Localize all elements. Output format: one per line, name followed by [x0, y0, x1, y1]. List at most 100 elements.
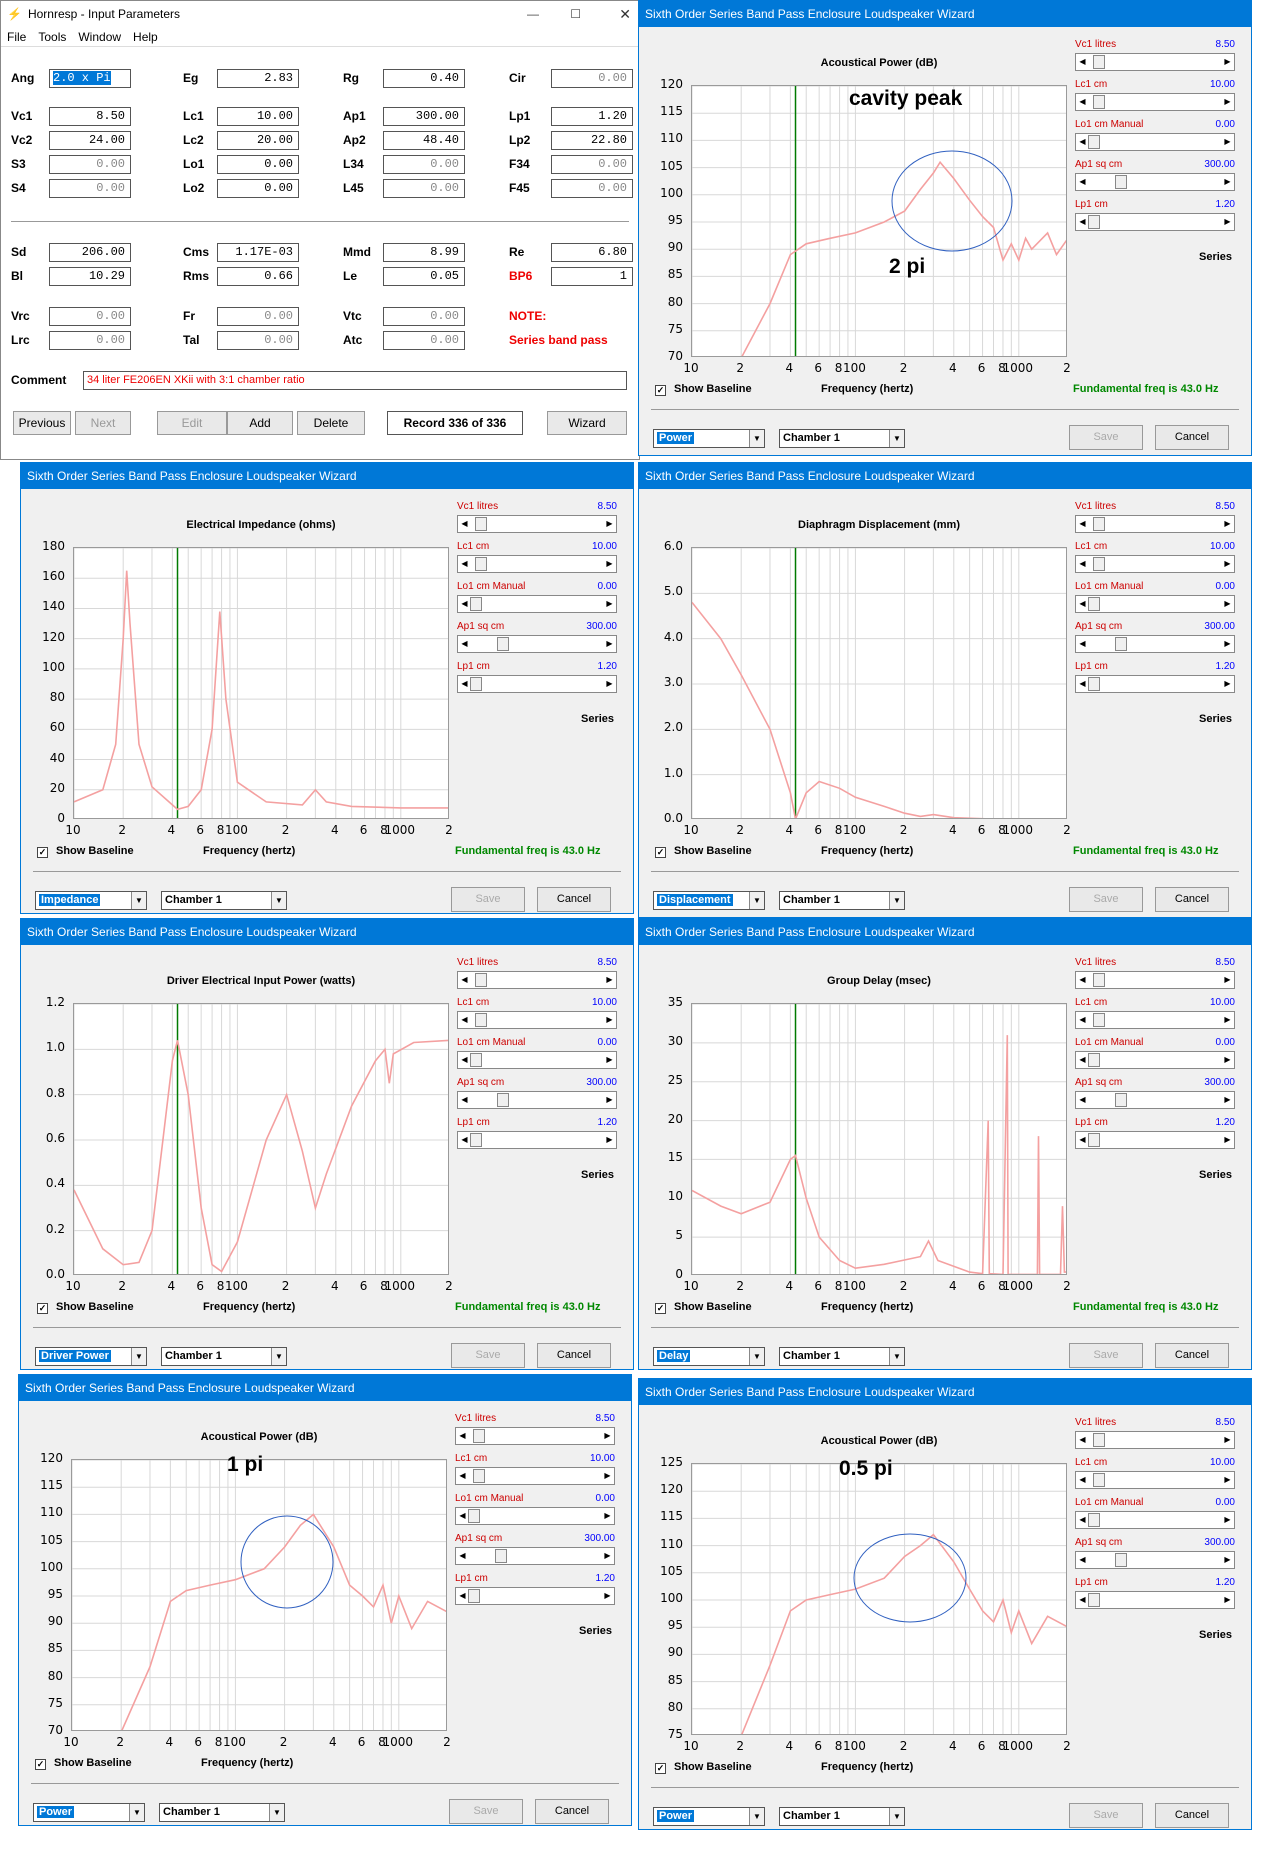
cancel-button[interactable]: Cancel [1155, 1803, 1229, 1828]
slider-3[interactable]: ◀ ▶ [457, 635, 617, 653]
arrow-left-icon[interactable]: ◀ [1079, 1595, 1086, 1604]
arrow-left-icon[interactable]: ◀ [1079, 1555, 1086, 1564]
arrow-right-icon[interactable]: ▶ [606, 679, 613, 688]
slider-0[interactable]: ◀ ▶ [457, 515, 617, 533]
mode-dropdown[interactable]: Power ▼ [653, 1807, 765, 1826]
mode-dropdown[interactable]: Impedance ▼ [35, 891, 147, 910]
slider-thumb[interactable] [474, 973, 487, 987]
slider-2[interactable]: ◀ ▶ [1075, 1051, 1235, 1069]
slider-0[interactable]: ◀ ▶ [1075, 53, 1235, 71]
slider-thumb[interactable] [1092, 517, 1105, 531]
checkbox-icon[interactable]: ✓ [35, 1759, 46, 1770]
arrow-right-icon[interactable]: ▶ [604, 1511, 611, 1520]
arrow-left-icon[interactable]: ◀ [461, 519, 468, 528]
arrow-left-icon[interactable]: ◀ [459, 1471, 466, 1480]
param-field-ap2[interactable]: 48.40 [383, 131, 465, 150]
slider-thumb[interactable] [1088, 677, 1100, 691]
slider-thumb[interactable] [1114, 175, 1127, 189]
slider-3[interactable]: ◀ ▶ [457, 1091, 617, 1109]
slider-4[interactable]: ◀ ▶ [457, 1131, 617, 1149]
arrow-left-icon[interactable]: ◀ [1079, 1475, 1086, 1484]
previous-button[interactable]: Previous [13, 411, 71, 435]
arrow-right-icon[interactable]: ▶ [606, 1015, 613, 1024]
arrow-left-icon[interactable]: ◀ [459, 1431, 466, 1440]
arrow-right-icon[interactable]: ▶ [1224, 679, 1231, 688]
arrow-left-icon[interactable]: ◀ [461, 1095, 468, 1104]
arrow-left-icon[interactable]: ◀ [1079, 679, 1086, 688]
slider-4[interactable]: ◀ ▶ [1075, 675, 1235, 693]
slider-thumb[interactable] [1114, 1093, 1127, 1107]
arrow-right-icon[interactable]: ▶ [606, 639, 613, 648]
param-field-cms[interactable]: 1.17E-03 [217, 243, 299, 262]
param-field-s3[interactable]: 0.00 [49, 155, 131, 174]
save-button[interactable]: Save [1069, 887, 1143, 912]
param-field-lo1[interactable]: 0.00 [217, 155, 299, 174]
arrow-right-icon[interactable]: ▶ [1224, 599, 1231, 608]
close-icon[interactable]: ✕ [619, 6, 631, 22]
arrow-right-icon[interactable]: ▶ [1224, 559, 1231, 568]
arrow-left-icon[interactable]: ◀ [459, 1551, 466, 1560]
delete-button[interactable]: Delete [297, 411, 365, 435]
arrow-left-icon[interactable]: ◀ [461, 1015, 468, 1024]
arrow-left-icon[interactable]: ◀ [1079, 1055, 1086, 1064]
arrow-left-icon[interactable]: ◀ [1079, 97, 1086, 106]
chamber-dropdown[interactable]: Chamber 1 ▼ [161, 891, 287, 910]
arrow-right-icon[interactable]: ▶ [1224, 1475, 1231, 1484]
slider-1[interactable]: ◀ ▶ [1075, 555, 1235, 573]
arrow-left-icon[interactable]: ◀ [461, 559, 468, 568]
chevron-down-icon[interactable]: ▼ [889, 1348, 904, 1365]
chevron-down-icon[interactable]: ▼ [131, 892, 146, 909]
show-baseline-checkbox[interactable]: ✓ Show Baseline [35, 1757, 132, 1770]
slider-2[interactable]: ◀ ▶ [457, 595, 617, 613]
arrow-right-icon[interactable]: ▶ [606, 559, 613, 568]
param-field-lp2[interactable]: 22.80 [551, 131, 633, 150]
show-baseline-checkbox[interactable]: ✓ Show Baseline [655, 383, 752, 396]
slider-thumb[interactable] [1114, 637, 1127, 651]
mode-dropdown[interactable]: Delay ▼ [653, 1347, 765, 1366]
slider-thumb[interactable] [496, 1093, 509, 1107]
arrow-right-icon[interactable]: ▶ [606, 1095, 613, 1104]
slider-thumb[interactable] [470, 1133, 482, 1147]
slider-thumb[interactable] [1092, 55, 1105, 69]
edit-button[interactable]: Edit [157, 411, 227, 435]
param-field-lo2[interactable]: 0.00 [217, 179, 299, 198]
arrow-left-icon[interactable]: ◀ [1079, 639, 1086, 648]
arrow-right-icon[interactable]: ▶ [1224, 1095, 1231, 1104]
mode-dropdown[interactable]: Driver Power ▼ [35, 1347, 147, 1366]
mode-dropdown[interactable]: Displacement ▼ [653, 891, 765, 910]
chevron-down-icon[interactable]: ▼ [271, 1348, 286, 1365]
next-button[interactable]: Next [75, 411, 131, 435]
slider-3[interactable]: ◀ ▶ [1075, 635, 1235, 653]
slider-thumb[interactable] [1088, 215, 1100, 229]
save-button[interactable]: Save [451, 887, 525, 912]
param-field-eg[interactable]: 2.83 [217, 69, 299, 88]
menu-file[interactable]: File [7, 30, 27, 44]
slider-thumb[interactable] [494, 1549, 507, 1563]
slider-thumb[interactable] [1088, 135, 1100, 149]
slider-thumb[interactable] [1088, 1513, 1100, 1527]
slider-thumb[interactable] [470, 1053, 482, 1067]
param-field-tal[interactable]: 0.00 [217, 331, 299, 350]
slider-1[interactable]: ◀ ▶ [457, 1011, 617, 1029]
arrow-left-icon[interactable]: ◀ [459, 1591, 466, 1600]
show-baseline-checkbox[interactable]: ✓ Show Baseline [37, 1301, 134, 1314]
arrow-right-icon[interactable]: ▶ [606, 1055, 613, 1064]
slider-4[interactable]: ◀ ▶ [1075, 1131, 1235, 1149]
slider-thumb[interactable] [472, 1429, 485, 1443]
arrow-left-icon[interactable]: ◀ [1079, 1435, 1086, 1444]
chamber-dropdown[interactable]: Chamber 1 ▼ [779, 891, 905, 910]
arrow-right-icon[interactable]: ▶ [1224, 1015, 1231, 1024]
slider-thumb[interactable] [1092, 1473, 1105, 1487]
param-field-rms[interactable]: 0.66 [217, 267, 299, 286]
param-field-vtc[interactable]: 0.00 [383, 307, 465, 326]
arrow-right-icon[interactable]: ▶ [1224, 57, 1231, 66]
param-field-s4[interactable]: 0.00 [49, 179, 131, 198]
checkbox-icon[interactable]: ✓ [655, 847, 666, 858]
param-field-vc2[interactable]: 24.00 [49, 131, 131, 150]
chevron-down-icon[interactable]: ▼ [749, 892, 764, 909]
slider-thumb[interactable] [1092, 1433, 1105, 1447]
chevron-down-icon[interactable]: ▼ [889, 1808, 904, 1825]
arrow-right-icon[interactable]: ▶ [604, 1591, 611, 1600]
arrow-left-icon[interactable]: ◀ [461, 975, 468, 984]
save-button[interactable]: Save [1069, 1343, 1143, 1368]
